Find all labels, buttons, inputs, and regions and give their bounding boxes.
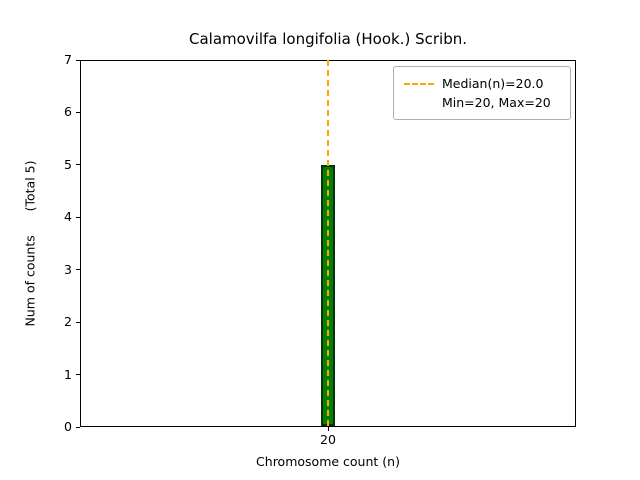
median-line — [327, 60, 329, 426]
legend: Median(n)=20.0 Min=20, Max=20 — [393, 66, 571, 120]
y-tick-mark — [76, 321, 80, 323]
y-tick-label: 5 — [64, 156, 72, 172]
y-tick-label: 4 — [64, 209, 72, 225]
chart-title: Calamovilfa longifolia (Hook.) Scribn. — [188, 30, 468, 48]
x-tick-label: 20 — [320, 432, 336, 447]
y-tick-label: 2 — [64, 314, 72, 330]
y-tick-mark — [76, 164, 80, 166]
y-tick-label: 1 — [64, 366, 72, 382]
y-tick-mark — [76, 374, 80, 376]
y-tick-label: 7 — [64, 52, 72, 67]
y-tick-label: 0 — [64, 419, 72, 434]
y-tick-mark — [76, 59, 80, 61]
y-tick-mark — [76, 216, 80, 218]
y-axis-label-text: Num of counts — [22, 235, 38, 327]
y-tick-mark — [76, 426, 80, 428]
legend-label-median: Median(n)=20.0 — [442, 76, 544, 91]
legend-label-minmax: Min=20, Max=20 — [442, 95, 551, 110]
legend-entry-median: Median(n)=20.0 — [404, 74, 560, 93]
y-tick-mark — [76, 269, 80, 271]
y-tick-label: 3 — [64, 261, 72, 277]
y-tick-label: 6 — [64, 104, 72, 120]
x-axis-label: Chromosome count (n) — [256, 454, 400, 469]
median-line-swatch-icon — [404, 82, 434, 85]
x-tick-mark — [327, 427, 329, 431]
y-tick-mark — [76, 111, 80, 113]
